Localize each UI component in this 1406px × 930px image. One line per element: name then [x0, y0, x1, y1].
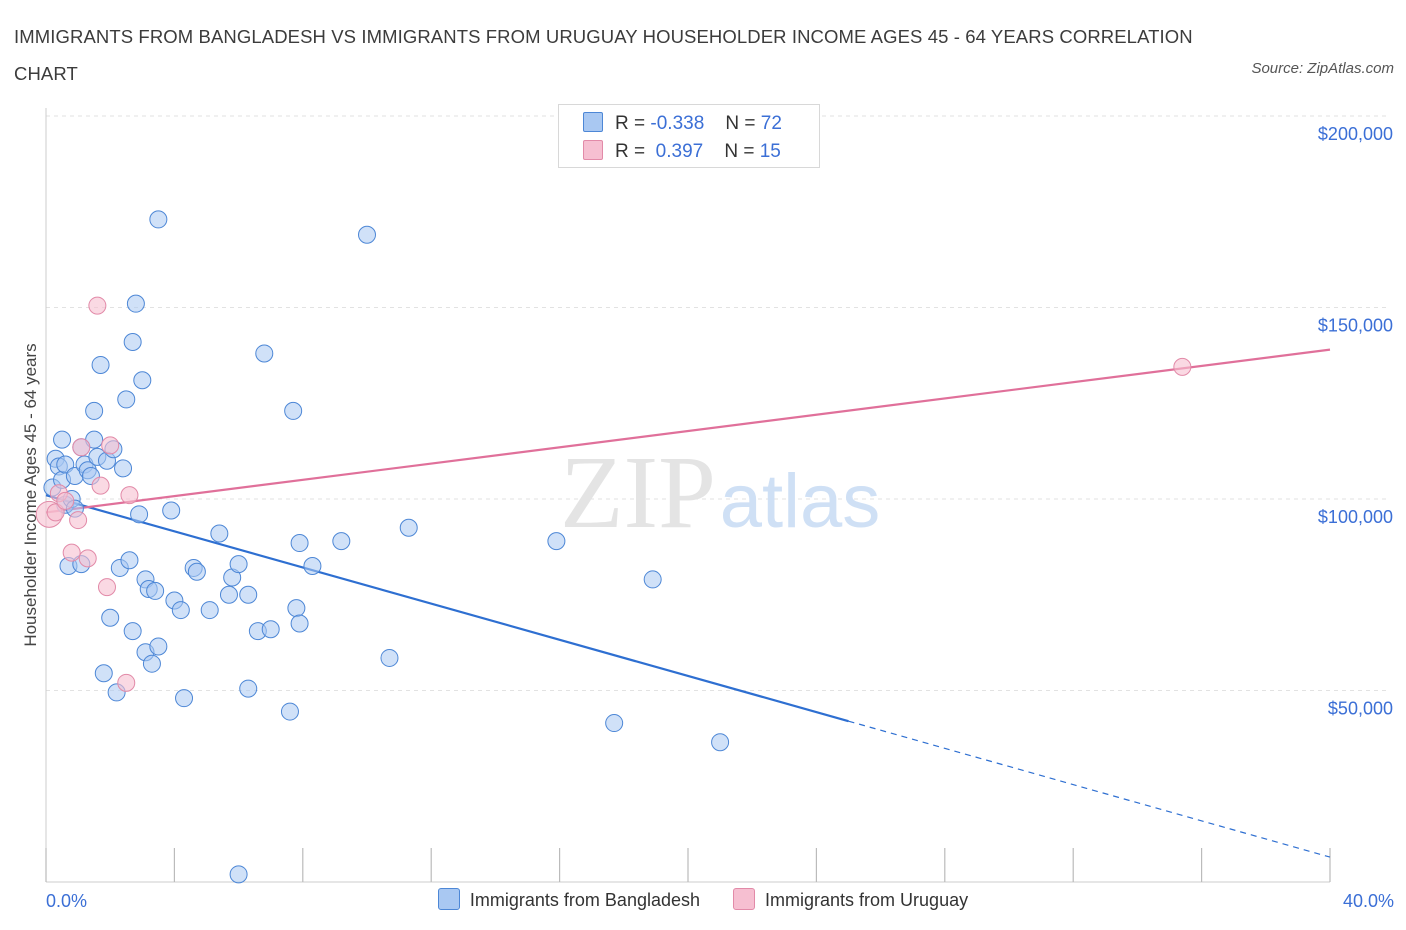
- bangladesh-point: [91, 355, 110, 374]
- bangladesh-trend-extension: [848, 720, 1331, 858]
- bangladesh-point: [146, 581, 165, 600]
- r-value-uruguay: 0.397: [650, 141, 704, 162]
- bangladesh-point: [101, 608, 120, 627]
- bangladesh-point: [239, 679, 258, 698]
- correlation-legend: R = -0.338 N = 72 R = 0.397 N = 15: [558, 104, 820, 168]
- y-tick-label: $50,000: [1328, 699, 1393, 719]
- uruguay-swatch: [733, 888, 756, 910]
- bangladesh-point: [114, 459, 133, 478]
- bangladesh-point: [130, 505, 149, 524]
- bangladesh-swatch: [583, 112, 603, 132]
- uruguay-point: [72, 438, 91, 457]
- bangladesh-point: [547, 532, 566, 551]
- x-tick-label-min: 0.0%: [46, 891, 88, 911]
- uruguay-point: [117, 673, 136, 692]
- uruguay-point: [97, 578, 116, 597]
- bangladesh-point: [229, 865, 248, 884]
- n-value-uruguay: 15: [759, 141, 781, 162]
- bangladesh-point: [280, 702, 299, 721]
- chart-title: IMMIGRANTS FROM BANGLADESH VS IMMIGRANTS…: [14, 26, 1193, 84]
- uruguay-point: [69, 511, 88, 530]
- y-tick-label: $150,000: [1318, 316, 1393, 336]
- uruguay-point: [62, 543, 81, 562]
- bangladesh-point: [56, 455, 75, 474]
- bangladesh-point: [332, 532, 351, 551]
- n-label: N =: [724, 141, 755, 162]
- bangladesh-point: [187, 562, 206, 581]
- legend-row-uruguay: R = 0.397 N = 15: [583, 138, 781, 166]
- bangladesh-point: [605, 714, 624, 733]
- bangladesh-point: [123, 332, 142, 351]
- series-legend: Immigrants from Bangladesh Immigrants fr…: [0, 888, 1406, 911]
- bangladesh-point: [149, 637, 168, 656]
- bangladesh-point: [255, 344, 274, 363]
- bangladesh-trend-line: [45, 494, 849, 723]
- bangladesh-point: [284, 401, 303, 420]
- y-tick-label: $100,000: [1318, 507, 1393, 527]
- bangladesh-point: [200, 601, 219, 620]
- bangladesh-point: [53, 430, 72, 449]
- watermark-atlas: atlas: [720, 459, 881, 544]
- bangladesh-point: [711, 733, 730, 752]
- uruguay-point: [88, 296, 107, 315]
- bangladesh-point: [175, 689, 194, 708]
- uruguay-swatch: [583, 140, 603, 160]
- uruguay-point: [91, 476, 110, 495]
- bangladesh-point: [380, 648, 399, 667]
- bangladesh-point: [142, 654, 161, 673]
- bangladesh-point: [171, 601, 190, 620]
- bangladesh-point: [133, 371, 152, 390]
- uruguay-point: [101, 436, 120, 455]
- bangladesh-point: [94, 664, 113, 683]
- uruguay-trend-line: [45, 348, 1331, 514]
- x-tick-label-max: 40.0%: [1342, 891, 1394, 911]
- bangladesh-point: [120, 551, 139, 570]
- bangladesh-point: [358, 225, 376, 244]
- bangladesh-point: [643, 570, 662, 589]
- legend-label-bangladesh: Immigrants from Bangladesh: [469, 890, 701, 910]
- y-tick-label: $200,000: [1318, 124, 1393, 144]
- bangladesh-point: [85, 401, 104, 420]
- watermark: ZIP atlas: [560, 435, 880, 550]
- n-label: N =: [725, 113, 756, 134]
- bangladesh-point: [399, 518, 418, 537]
- bangladesh-point: [149, 210, 168, 229]
- axes: [45, 108, 1331, 883]
- bangladesh-point: [290, 614, 309, 633]
- uruguay-point: [46, 503, 65, 522]
- watermark-zip: ZIP: [560, 435, 716, 550]
- bangladesh-point: [229, 555, 248, 574]
- legend-item-bangladesh: Immigrants from Bangladesh: [437, 888, 701, 911]
- uruguay-point: [1173, 357, 1192, 376]
- bangladesh-point: [117, 390, 136, 409]
- bangladesh-points: [43, 210, 730, 884]
- r-label: R =: [615, 113, 646, 134]
- legend-item-uruguay: Immigrants from Uruguay: [733, 888, 968, 911]
- bangladesh-point: [210, 524, 229, 543]
- bangladesh-point: [219, 585, 238, 604]
- bangladesh-point: [123, 622, 142, 641]
- bangladesh-point: [261, 620, 280, 639]
- bangladesh-swatch: [437, 888, 460, 910]
- bangladesh-point: [239, 585, 258, 604]
- uruguay-point: [120, 486, 139, 505]
- uruguay-points: [35, 296, 1192, 692]
- bangladesh-point: [162, 501, 181, 520]
- legend-label-uruguay: Immigrants from Uruguay: [765, 890, 969, 910]
- trend-lines: [45, 348, 1331, 858]
- r-value-bangladesh: -0.338: [650, 113, 705, 134]
- bangladesh-point: [303, 557, 322, 576]
- bangladesh-point: [126, 294, 145, 313]
- grid-lines: [46, 115, 1390, 691]
- bangladesh-point: [287, 599, 306, 618]
- uruguay-point: [56, 491, 75, 510]
- legend-row-bangladesh: R = -0.338 N = 72: [583, 110, 782, 138]
- source-credit: Source: ZipAtlas.com: [1251, 60, 1394, 77]
- uruguay-point: [78, 549, 97, 568]
- y-tick-labels: $50,000 $100,000 $150,000 $200,000: [1318, 124, 1393, 719]
- r-label: R =: [615, 141, 646, 162]
- n-value-bangladesh: 72: [760, 113, 782, 134]
- bangladesh-point: [290, 534, 309, 553]
